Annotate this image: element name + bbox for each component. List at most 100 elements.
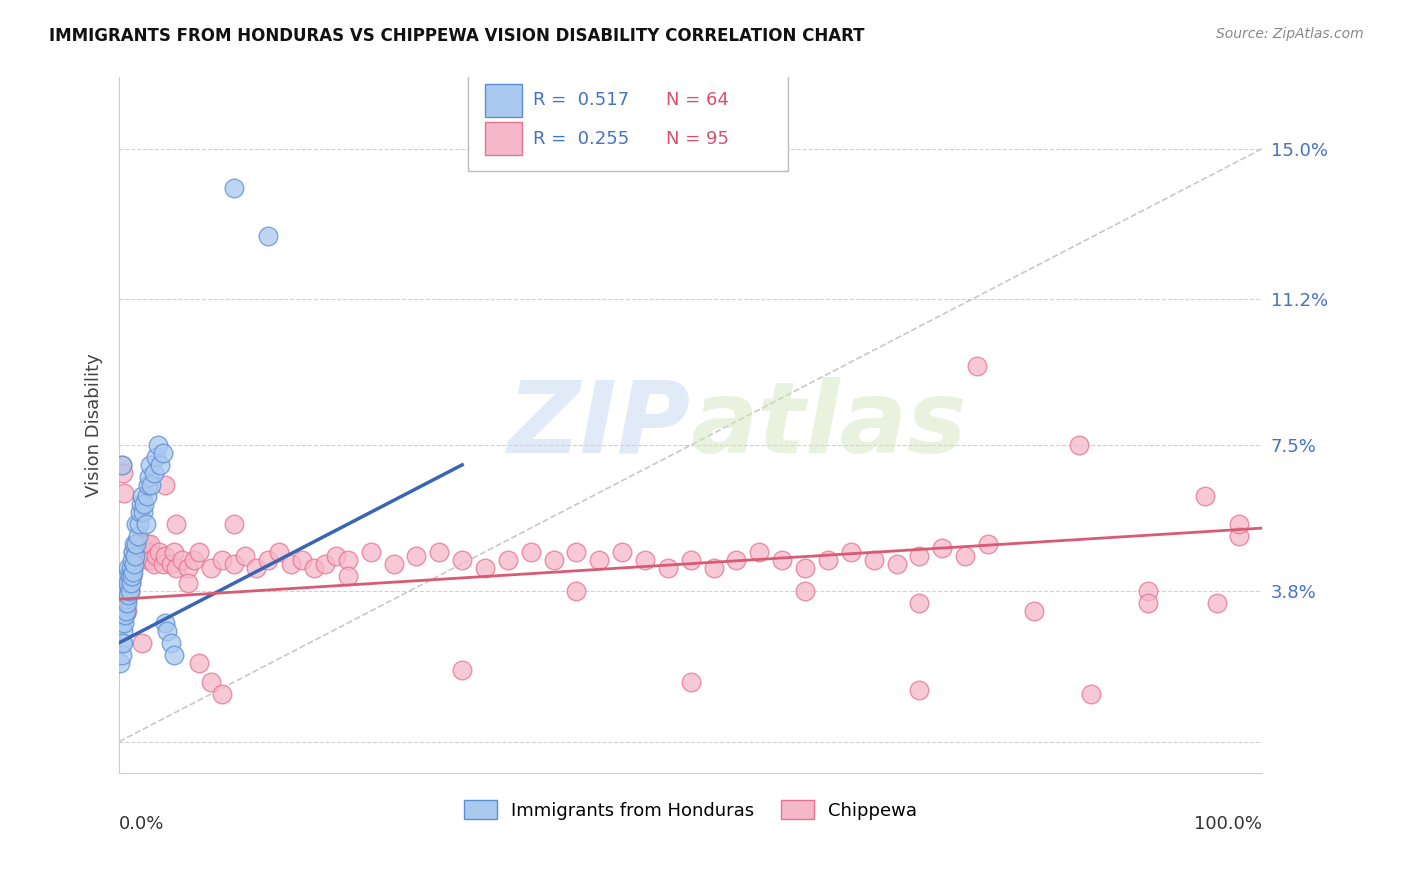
Point: [111, 604, 134, 618]
Point: [200, 675, 222, 690]
Text: R =  0.517: R = 0.517: [533, 91, 628, 110]
Point: [908, 683, 931, 698]
Point: [280, 557, 302, 571]
Y-axis label: Vision Disability: Vision Disability: [86, 353, 103, 497]
Text: R =  0.255: R = 0.255: [533, 129, 630, 148]
Point: [679, 552, 702, 566]
Point: [117, 604, 139, 618]
Point: [117, 568, 139, 582]
Point: [565, 545, 588, 559]
Point: [152, 557, 174, 571]
Point: [128, 537, 150, 551]
Point: [117, 588, 139, 602]
Point: [125, 552, 148, 566]
Point: [131, 537, 153, 551]
Point: [1229, 517, 1251, 532]
Point: [117, 592, 139, 607]
Text: N = 95: N = 95: [665, 129, 728, 148]
Point: [163, 648, 186, 662]
Point: [117, 576, 139, 591]
Point: [128, 545, 150, 559]
Point: [1022, 604, 1045, 618]
Point: [245, 560, 267, 574]
Point: [382, 557, 405, 571]
Point: [634, 552, 657, 566]
Point: [156, 624, 179, 638]
Point: [953, 549, 976, 563]
Point: [118, 568, 141, 582]
Point: [451, 552, 474, 566]
Point: [139, 458, 162, 472]
Point: [931, 541, 953, 555]
Point: [1069, 438, 1091, 452]
Point: [110, 608, 132, 623]
Point: [336, 552, 359, 566]
Point: [360, 545, 382, 559]
Point: [114, 608, 136, 623]
Point: [269, 545, 291, 559]
FancyBboxPatch shape: [468, 70, 787, 171]
Point: [612, 545, 634, 559]
Point: [138, 469, 160, 483]
Point: [794, 560, 817, 574]
Point: [118, 584, 141, 599]
Point: [141, 477, 163, 491]
Point: [110, 596, 132, 610]
Point: [122, 537, 145, 551]
Point: [135, 537, 157, 551]
Point: [451, 664, 474, 678]
Point: [110, 656, 132, 670]
Bar: [485, 122, 522, 155]
Point: [148, 545, 170, 559]
Point: [115, 592, 138, 607]
Point: [111, 608, 134, 623]
Point: [110, 458, 132, 472]
Point: [302, 560, 325, 574]
Point: [314, 557, 336, 571]
Point: [177, 560, 200, 574]
Point: [112, 485, 135, 500]
Point: [131, 490, 153, 504]
Point: [233, 549, 256, 563]
Point: [839, 545, 862, 559]
Point: [588, 552, 610, 566]
Point: [139, 537, 162, 551]
Point: [336, 568, 359, 582]
Point: [153, 615, 176, 630]
Point: [325, 549, 347, 563]
Point: [135, 517, 157, 532]
Point: [703, 560, 725, 574]
Point: [165, 517, 187, 532]
Point: [111, 624, 134, 638]
Point: [163, 545, 186, 559]
Point: [114, 584, 136, 599]
Point: [120, 560, 142, 574]
Point: [565, 584, 588, 599]
Point: [427, 545, 450, 559]
Point: [111, 584, 134, 599]
Point: [110, 615, 132, 630]
Point: [117, 568, 139, 582]
Point: [211, 687, 233, 701]
Point: [496, 552, 519, 566]
Point: [110, 596, 132, 610]
Point: [131, 636, 153, 650]
Point: [114, 596, 136, 610]
Point: [125, 537, 148, 551]
Point: [117, 576, 139, 591]
Point: [141, 552, 163, 566]
Point: [142, 557, 165, 571]
Point: [222, 557, 245, 571]
Point: [159, 636, 181, 650]
Point: [134, 497, 156, 511]
Point: [121, 568, 143, 582]
Point: [222, 517, 245, 532]
Text: atlas: atlas: [690, 376, 967, 474]
Point: [188, 656, 211, 670]
Point: [748, 545, 770, 559]
Point: [1229, 529, 1251, 543]
Point: [1136, 596, 1159, 610]
Point: [110, 636, 132, 650]
Point: [120, 560, 142, 574]
Point: [165, 560, 187, 574]
